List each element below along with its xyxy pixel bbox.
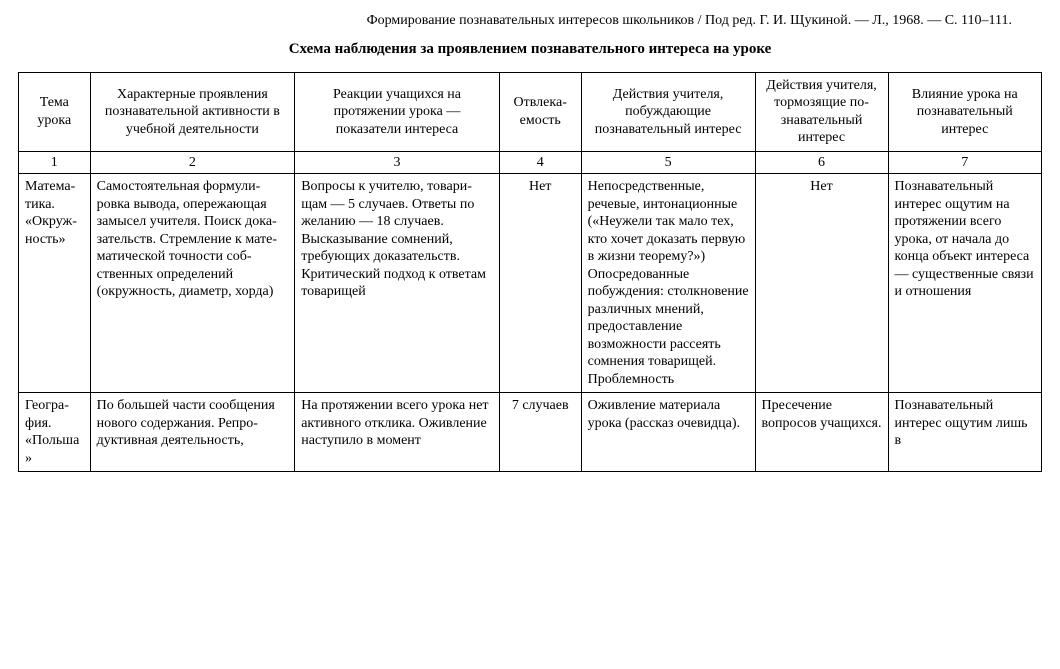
colnum-4: 4	[499, 151, 581, 174]
cell-distraction: 7 случаев	[499, 393, 581, 472]
colnum-1: 1	[19, 151, 91, 174]
cell-topic: Геогра­фия. «Польша»	[19, 393, 91, 472]
cell-inhibit: Пресечение вопросов учащихся.	[755, 393, 888, 472]
cell-activity: По большей части сообщения нового содерж…	[90, 393, 295, 472]
citation-text: Формирование познавательных интересов шк…	[318, 12, 1012, 31]
header-distraction: Отвлека­емость	[499, 72, 581, 151]
cell-encourage: Непосредствен­ные, речевые, интонационны…	[581, 174, 755, 393]
cell-distraction: Нет	[499, 174, 581, 393]
cell-encourage: Оживление мате­риала урока (рас­сказ оче…	[581, 393, 755, 472]
cell-activity: Самостоятельная формули­ровка вывода, оп…	[90, 174, 295, 393]
table-row: Матема­тика. «Окруж­ность» Самостоятельн…	[19, 174, 1042, 393]
table-row: Геогра­фия. «Польша» По большей части со…	[19, 393, 1042, 472]
number-row: 1 2 3 4 5 6 7	[19, 151, 1042, 174]
colnum-2: 2	[90, 151, 295, 174]
header-row: Тема урока Характерные проявления познав…	[19, 72, 1042, 151]
header-influence: Влияние урока на познаватель­ный интерес	[888, 72, 1041, 151]
cell-influence: Познаватель­ный интерес ощутим лишь в	[888, 393, 1041, 472]
colnum-5: 5	[581, 151, 755, 174]
cell-reactions: Вопросы к учителю, товари­щам — 5 случае…	[295, 174, 500, 393]
header-teacher-inhibit: Действия учителя, тор­мозящие по­знавате…	[755, 72, 888, 151]
observation-table: Тема урока Характерные проявления познав…	[18, 72, 1042, 473]
cell-topic: Матема­тика. «Окруж­ность»	[19, 174, 91, 393]
cell-influence: Познаватель­ный интерес ощутим на про­тя…	[888, 174, 1041, 393]
colnum-6: 6	[755, 151, 888, 174]
header-topic: Тема урока	[19, 72, 91, 151]
table-title: Схема наблюдения за проявлением познават…	[18, 41, 1042, 58]
header-activity: Характерные проявления познавательной ак…	[90, 72, 295, 151]
header-teacher-encourage: Действия учителя, побуждающие познавател…	[581, 72, 755, 151]
colnum-3: 3	[295, 151, 500, 174]
cell-reactions: На протяжении всего урока нет активного …	[295, 393, 500, 472]
colnum-7: 7	[888, 151, 1041, 174]
cell-inhibit: Нет	[755, 174, 888, 393]
header-reactions: Реакции учащихся на протяжении урока — п…	[295, 72, 500, 151]
